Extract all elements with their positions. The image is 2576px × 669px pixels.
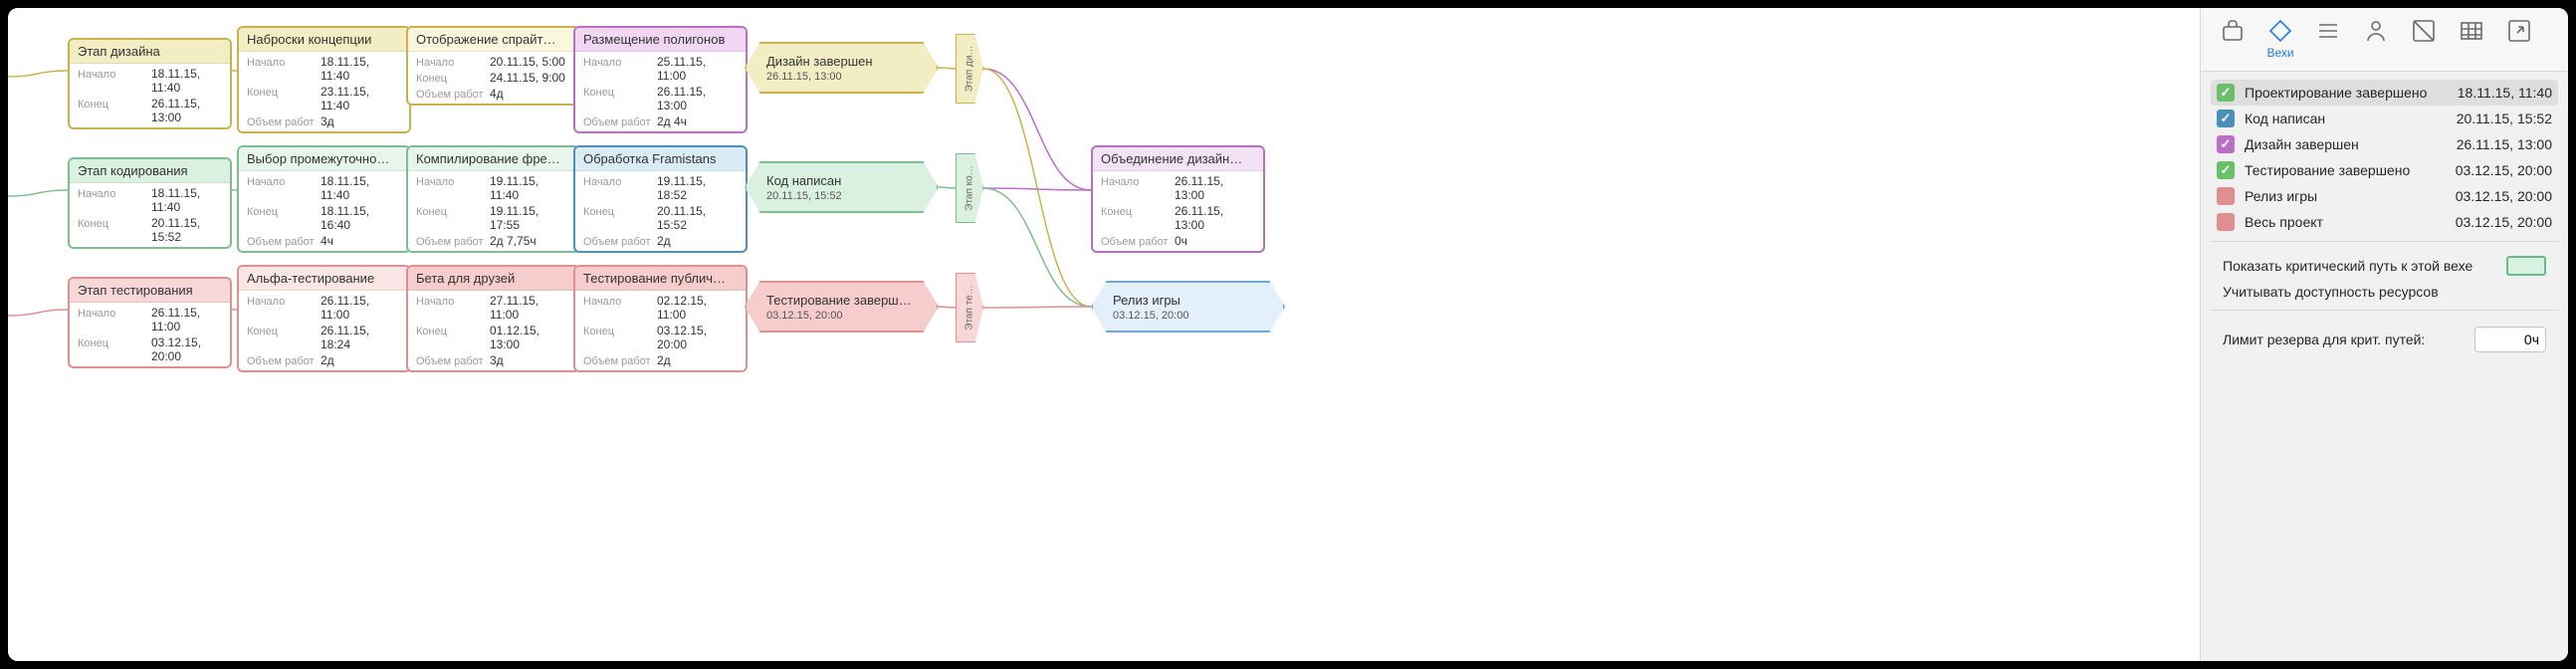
label-end: Конец bbox=[78, 99, 151, 111]
milestone-label: Релиз игры bbox=[2245, 188, 2446, 204]
milestone-checkbox[interactable]: ✓ bbox=[2217, 84, 2235, 102]
milestone-release[interactable]: Релиз игры03.12.15, 20:00 bbox=[1091, 281, 1285, 333]
task-title: Альфа-тестирование bbox=[239, 267, 409, 291]
diagram-canvas[interactable]: Этап дизайна Начало18.11.15, 11:40 Конец… bbox=[8, 8, 2200, 661]
label-start: Начало bbox=[78, 69, 151, 81]
task-d1[interactable]: Наброски концепции Начало18.11.15, 11:40… bbox=[237, 26, 411, 133]
milestone-checkbox[interactable] bbox=[2217, 213, 2235, 231]
milestone-date: 03.12.15, 20:00 bbox=[2456, 162, 2552, 178]
task-title: Тестирование публич… bbox=[575, 267, 746, 291]
stage-code[interactable]: Этап кодирования Начало18.11.15, 11:40 К… bbox=[68, 157, 232, 249]
milestone-date: 20.11.15, 15:52 bbox=[2457, 111, 2552, 126]
milestone-row[interactable]: ✓ Проектирование завершено 18.11.15, 11:… bbox=[2211, 80, 2558, 106]
milestone-checkbox[interactable]: ✓ bbox=[2217, 161, 2235, 179]
milestone-designDone[interactable]: Дизайн завершен26.11.15, 13:00 bbox=[745, 42, 939, 94]
tab-label: Вехи bbox=[2266, 46, 2293, 60]
rollup-flag-test[interactable]: Этап те… bbox=[956, 273, 983, 342]
stage-title: Этап тестирования bbox=[70, 279, 230, 303]
task-title: Наброски концепции bbox=[239, 28, 409, 52]
task-t3[interactable]: Тестирование публич… Начало02.12.15, 11:… bbox=[573, 265, 748, 372]
stage-start: 18.11.15, 11:40 bbox=[151, 186, 222, 214]
task-merge[interactable]: Объединение дизайн… Начало26.11.15, 13:0… bbox=[1091, 145, 1265, 253]
milestone-checkbox[interactable] bbox=[2217, 187, 2235, 205]
label-start: Начало bbox=[78, 188, 151, 200]
list-icon[interactable] bbox=[2306, 14, 2350, 68]
task-title: Бета для друзей bbox=[408, 267, 578, 291]
milestone-date: 03.12.15, 20:00 bbox=[2456, 188, 2552, 204]
critical-path-swatch bbox=[2506, 256, 2546, 276]
task-t1[interactable]: Альфа-тестирование Начало26.11.15, 11:00… bbox=[237, 265, 411, 372]
availability-option[interactable]: Учитывать доступность ресурсов bbox=[2211, 280, 2558, 304]
milestone-label: Код написан bbox=[2245, 111, 2447, 126]
limit-label: Лимит резерва для крит. путей: bbox=[2223, 332, 2425, 347]
stage-title: Этап кодирования bbox=[70, 159, 230, 183]
separator bbox=[2211, 241, 2558, 242]
label-end: Конец bbox=[78, 337, 151, 349]
critical-path-option[interactable]: Показать критический путь к этой вехе bbox=[2211, 252, 2558, 280]
stage-end: 03.12.15, 20:00 bbox=[151, 335, 222, 363]
milestone-label: Тестирование завершено bbox=[2245, 162, 2446, 178]
milestone-checkbox[interactable]: ✓ bbox=[2217, 135, 2235, 153]
task-title: Размещение полигонов bbox=[575, 28, 746, 52]
export-icon[interactable] bbox=[2497, 14, 2541, 68]
task-d2[interactable]: Отображение спрайт… Начало20.11.15, 5:00… bbox=[406, 26, 580, 106]
stage-start: 26.11.15, 11:00 bbox=[151, 306, 222, 334]
milestone-date: 18.11.15, 11:40 bbox=[2458, 85, 2552, 101]
milestone-label: Проектирование завершено bbox=[2245, 85, 2448, 101]
task-title: Отображение спрайт… bbox=[408, 28, 578, 52]
task-t2[interactable]: Бета для друзей Начало27.11.15, 11:00 Ко… bbox=[406, 265, 580, 372]
stage-title: Этап дизайна bbox=[70, 40, 230, 64]
label-end: Конец bbox=[78, 218, 151, 230]
milestone-icon[interactable]: Вехи bbox=[2258, 14, 2302, 68]
limit-input[interactable] bbox=[2474, 327, 2546, 352]
briefcase-icon[interactable] bbox=[2211, 14, 2254, 68]
stage-design[interactable]: Этап дизайна Начало18.11.15, 11:40 Конец… bbox=[68, 38, 232, 129]
milestone-date: 03.12.15, 20:00 bbox=[2456, 214, 2552, 230]
milestone-testDone[interactable]: Тестирование заверш…03.12.15, 20:00 bbox=[745, 281, 939, 333]
milestone-row[interactable]: ✓ Дизайн завершен 26.11.15, 13:00 bbox=[2211, 131, 2558, 157]
stage-end: 26.11.15, 13:00 bbox=[151, 97, 222, 124]
task-title: Обработка Framistans bbox=[575, 147, 746, 171]
milestone-codeDone[interactable]: Код написан20.11.15, 15:52 bbox=[745, 161, 939, 213]
milestone-date: 26.11.15, 13:00 bbox=[2457, 136, 2552, 152]
person-icon[interactable] bbox=[2354, 14, 2398, 68]
limit-row: Лимит резерва для крит. путей: bbox=[2211, 321, 2558, 352]
milestone-checkbox[interactable]: ✓ bbox=[2217, 110, 2235, 127]
milestone-label: Дизайн завершен bbox=[2245, 136, 2447, 152]
rollup-flag-code[interactable]: Этап ко… bbox=[956, 153, 983, 223]
style-icon[interactable] bbox=[2402, 14, 2446, 68]
rollup-flag-design[interactable]: Этап ди… bbox=[956, 34, 983, 104]
stage-end: 20.11.15, 15:52 bbox=[151, 216, 222, 244]
grid-icon[interactable] bbox=[2450, 14, 2493, 68]
app-window: Этап дизайна Начало18.11.15, 11:40 Конец… bbox=[8, 8, 2568, 661]
separator bbox=[2211, 310, 2558, 311]
inspector-panel: Вехи ✓ Проектирование завершено 18.11.15… bbox=[2200, 8, 2568, 661]
task-c3[interactable]: Обработка Framistans Начало19.11.15, 18:… bbox=[573, 145, 748, 253]
milestone-list: ✓ Проектирование завершено 18.11.15, 11:… bbox=[2201, 72, 2568, 366]
milestone-label: Весь проект bbox=[2245, 214, 2446, 230]
milestone-row[interactable]: ✓ Тестирование завершено 03.12.15, 20:00 bbox=[2211, 157, 2558, 183]
task-d3[interactable]: Размещение полигонов Начало25.11.15, 11:… bbox=[573, 26, 748, 133]
milestone-row[interactable]: Весь проект 03.12.15, 20:00 bbox=[2211, 209, 2558, 235]
label-start: Начало bbox=[78, 308, 151, 320]
milestone-row[interactable]: Релиз игры 03.12.15, 20:00 bbox=[2211, 183, 2558, 209]
task-c2[interactable]: Компилирование фре… Начало19.11.15, 11:4… bbox=[406, 145, 580, 253]
task-title: Выбор промежуточно… bbox=[239, 147, 409, 171]
milestone-row[interactable]: ✓ Код написан 20.11.15, 15:52 bbox=[2211, 106, 2558, 131]
stage-start: 18.11.15, 11:40 bbox=[151, 67, 222, 95]
stage-test[interactable]: Этап тестирования Начало26.11.15, 11:00 … bbox=[68, 277, 232, 368]
task-title: Компилирование фре… bbox=[408, 147, 578, 171]
inspector-toolbar: Вехи bbox=[2201, 8, 2568, 72]
task-c1[interactable]: Выбор промежуточно… Начало18.11.15, 11:4… bbox=[237, 145, 411, 253]
